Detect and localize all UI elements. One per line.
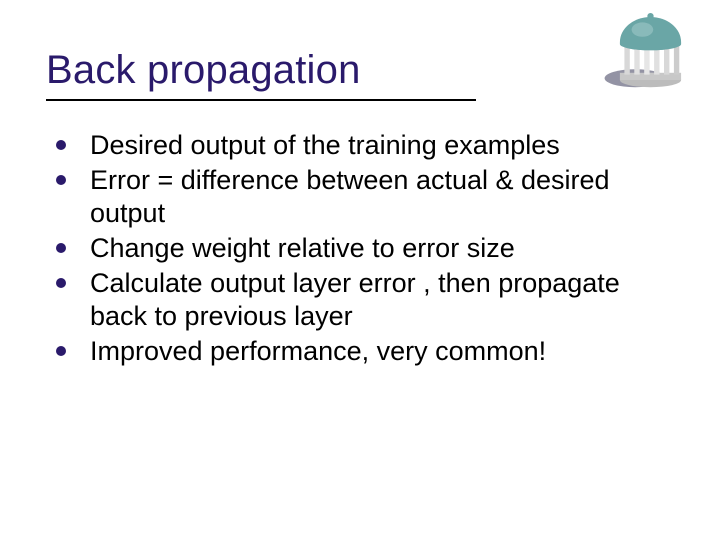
logo-column [674, 44, 679, 75]
bullet-dot-icon [56, 140, 66, 150]
bullet-dot-icon [56, 346, 66, 356]
bullet-text: Error = difference between actual & desi… [90, 165, 610, 228]
bullet-dot-icon [56, 243, 66, 253]
bullet-text: Improved performance, very common! [90, 336, 546, 366]
slide-title: Back propagation [46, 48, 361, 93]
title-row: Back propagation [46, 48, 674, 93]
bullet-dot-icon [56, 278, 66, 288]
bullet-item: Calculate output layer error , then prop… [48, 267, 674, 333]
bullet-text: Calculate output layer error , then prop… [90, 268, 620, 331]
bullet-dot-icon [56, 175, 66, 185]
logo-finial [647, 13, 653, 19]
bullet-item: Change weight relative to error size [48, 232, 674, 265]
bullet-item: Error = difference between actual & desi… [48, 164, 674, 230]
bullet-text: Change weight relative to error size [90, 233, 515, 263]
slide: Back propagation Desired output of the t… [0, 0, 720, 540]
bullet-item: Desired output of the training examples [48, 129, 674, 162]
bullet-item: Improved performance, very common! [48, 335, 674, 368]
logo-column [624, 44, 629, 75]
title-underline [46, 99, 476, 101]
bullet-text: Desired output of the training examples [90, 130, 560, 160]
logo-gazebo [598, 8, 694, 98]
bullet-list: Desired output of the training examples … [46, 129, 674, 368]
logo-dome-highlight [632, 22, 654, 36]
